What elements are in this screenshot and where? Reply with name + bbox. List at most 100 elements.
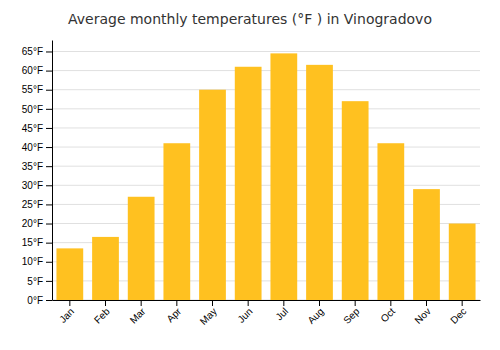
- y-tick-label: 60°F: [22, 65, 43, 76]
- y-tick: 15°F: [22, 237, 52, 248]
- bar: [199, 90, 226, 300]
- x-tick-mark: [141, 300, 142, 306]
- y-tick: 50°F: [22, 104, 52, 115]
- x-tick-label: Mar: [128, 305, 148, 325]
- bar: [128, 197, 155, 300]
- x-tick-label: Sep: [341, 305, 362, 326]
- y-tick-label: 45°F: [22, 123, 43, 134]
- x-tick: Oct: [378, 300, 397, 324]
- y-tick-label: 0°F: [27, 295, 43, 306]
- y-tick-label: 65°F: [22, 46, 43, 57]
- x-axis-line: [53, 300, 481, 301]
- y-tick-label: 20°F: [22, 218, 43, 229]
- x-tick: Dec: [448, 300, 468, 326]
- x-tick: May: [198, 300, 219, 327]
- y-tick-label: 35°F: [22, 161, 43, 172]
- x-tick-label: Jun: [235, 306, 254, 325]
- x-tick-mark: [176, 300, 177, 306]
- x-tick: Mar: [128, 300, 148, 326]
- bar: [306, 65, 333, 300]
- y-tick: 30°F: [22, 180, 52, 191]
- y-tick-mark: [46, 300, 52, 301]
- x-tick-mark: [390, 300, 391, 306]
- x-tick: Apr: [164, 300, 183, 324]
- grid-line: [52, 185, 480, 186]
- bar: [270, 53, 297, 300]
- grid-line: [52, 108, 480, 109]
- y-tick-label: 25°F: [22, 199, 43, 210]
- y-tick-mark: [46, 224, 52, 225]
- x-tick: Jun: [235, 300, 254, 325]
- grid-line: [52, 89, 480, 90]
- y-tick-mark: [46, 281, 52, 282]
- x-axis: Jan Feb Mar Apr May Jun Jul Aug Sep Oct Nov Dec: [53, 300, 481, 327]
- bar: [235, 67, 262, 300]
- y-tick: 25°F: [22, 199, 52, 210]
- grid-line: [52, 147, 480, 148]
- y-tick-label: 40°F: [22, 142, 43, 153]
- x-tick-mark: [248, 300, 249, 306]
- y-tick-mark: [46, 147, 52, 148]
- x-tick-label: Apr: [164, 305, 183, 324]
- y-axis-line: [52, 41, 53, 301]
- bar: [92, 237, 119, 300]
- y-tick: 10°F: [22, 256, 52, 267]
- y-tick: 40°F: [22, 142, 52, 153]
- x-tick: Jan: [57, 300, 76, 325]
- x-tick-label: Aug: [306, 306, 326, 326]
- x-tick: Feb: [92, 300, 112, 326]
- x-tick-label: Nov: [413, 306, 433, 326]
- x-tick: Sep: [341, 300, 362, 326]
- x-tick: Jul: [273, 300, 290, 322]
- y-axis: 0°F 5°F 10°F 15°F 20°F 25°F 30°F 35°F 40°F 45°F 50…: [22, 41, 53, 306]
- chart: Jan Feb Mar Apr May Jun Jul Aug Sep Oct Nov Dec 0°F 5…: [0, 0, 500, 350]
- y-tick-label: 10°F: [22, 256, 43, 267]
- grid-line: [52, 166, 480, 167]
- x-tick-mark: [355, 300, 356, 306]
- grid-line: [52, 51, 480, 52]
- y-tick: 20°F: [22, 218, 52, 229]
- x-tick-mark: [462, 300, 463, 306]
- y-tick-mark: [46, 90, 52, 91]
- title: Average monthly temperatures (°F ) in Vi…: [68, 11, 432, 27]
- x-tick-label: Dec: [448, 306, 468, 326]
- bar: [342, 101, 369, 300]
- x-tick-label: May: [198, 306, 219, 327]
- grid: [52, 51, 480, 300]
- x-tick: Aug: [306, 300, 326, 326]
- y-tick-mark: [46, 166, 52, 167]
- y-tick-label: 55°F: [22, 84, 43, 95]
- y-tick-mark: [46, 262, 52, 263]
- bars: [56, 53, 475, 300]
- y-tick: 55°F: [22, 84, 52, 95]
- x-tick-mark: [283, 300, 284, 306]
- y-tick-mark: [46, 51, 52, 52]
- y-tick-mark: [46, 204, 52, 205]
- x-tick-label: Oct: [378, 306, 397, 325]
- x-tick-mark: [426, 300, 427, 306]
- y-tick: 0°F: [27, 295, 52, 306]
- grid-line: [52, 70, 480, 71]
- bar: [56, 248, 83, 300]
- x-tick-mark: [319, 300, 320, 306]
- grid-line: [52, 127, 480, 128]
- x-tick-mark: [212, 300, 213, 306]
- x-tick-label: Feb: [92, 305, 112, 325]
- y-tick-mark: [46, 185, 52, 186]
- x-tick-mark: [69, 300, 70, 306]
- y-tick-label: 30°F: [22, 180, 43, 191]
- y-tick: 35°F: [22, 161, 52, 172]
- y-tick: 45°F: [22, 123, 52, 134]
- y-tick-mark: [46, 243, 52, 244]
- y-tick-label: 50°F: [22, 104, 43, 115]
- x-tick-label: Jul: [273, 306, 290, 323]
- y-tick-mark: [46, 128, 52, 129]
- bar: [413, 189, 440, 300]
- y-tick: 5°F: [27, 276, 52, 287]
- y-tick-label: 15°F: [22, 237, 43, 248]
- y-tick-label: 5°F: [27, 276, 43, 287]
- y-tick: 65°F: [22, 46, 52, 57]
- x-tick-mark: [105, 300, 106, 306]
- bar: [377, 143, 404, 300]
- bar: [163, 143, 190, 300]
